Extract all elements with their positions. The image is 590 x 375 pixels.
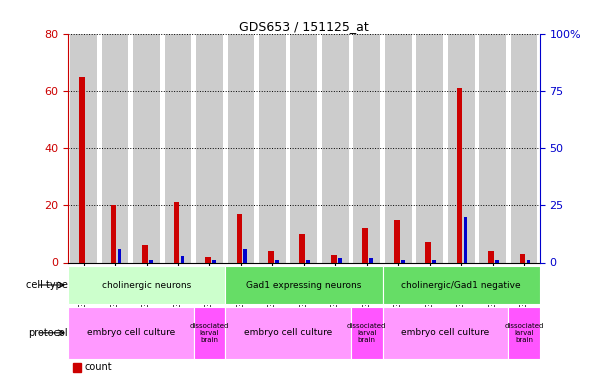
- Bar: [353, 34, 380, 262]
- Bar: [425, 243, 431, 262]
- Text: Gad1 expressing neurons: Gad1 expressing neurons: [246, 280, 362, 290]
- Bar: [511, 34, 537, 262]
- Text: dissociated
larval
brain: dissociated larval brain: [347, 323, 386, 343]
- Bar: [68, 266, 225, 304]
- Bar: [331, 255, 336, 262]
- Text: cholinergic neurons: cholinergic neurons: [102, 280, 191, 290]
- Text: cell type: cell type: [26, 280, 68, 290]
- Bar: [322, 34, 349, 262]
- Bar: [401, 260, 405, 262]
- Text: embryo cell culture: embryo cell culture: [87, 328, 175, 338]
- Bar: [351, 307, 382, 359]
- Text: dissociated
larval
brain: dissociated larval brain: [504, 323, 544, 343]
- Bar: [181, 256, 184, 262]
- Bar: [149, 260, 153, 262]
- Bar: [448, 34, 474, 262]
- Bar: [111, 206, 116, 262]
- Bar: [142, 245, 148, 262]
- Bar: [228, 34, 254, 262]
- Bar: [212, 260, 216, 262]
- Text: dissociated
larval
brain: dissociated larval brain: [190, 323, 229, 343]
- Bar: [237, 214, 242, 262]
- Bar: [259, 34, 286, 262]
- Bar: [417, 34, 443, 262]
- Bar: [509, 307, 540, 359]
- Bar: [394, 220, 399, 262]
- Bar: [520, 254, 525, 262]
- Bar: [268, 251, 274, 262]
- Bar: [275, 260, 278, 262]
- Bar: [173, 202, 179, 262]
- Text: cholinergic/Gad1 negative: cholinergic/Gad1 negative: [401, 280, 521, 290]
- Text: embryo cell culture: embryo cell culture: [244, 328, 332, 338]
- Bar: [362, 228, 368, 262]
- Bar: [290, 34, 317, 262]
- Bar: [244, 249, 247, 262]
- Bar: [225, 266, 382, 304]
- Bar: [165, 34, 191, 262]
- Bar: [495, 260, 499, 262]
- Bar: [300, 234, 305, 262]
- Bar: [385, 34, 412, 262]
- Text: protocol: protocol: [28, 328, 68, 338]
- Bar: [79, 76, 85, 262]
- Bar: [194, 307, 225, 359]
- Bar: [369, 258, 373, 262]
- Bar: [479, 34, 506, 262]
- Text: count: count: [84, 363, 112, 372]
- Bar: [432, 260, 436, 262]
- Bar: [382, 266, 540, 304]
- Bar: [225, 307, 351, 359]
- Text: embryo cell culture: embryo cell culture: [401, 328, 490, 338]
- Bar: [133, 34, 160, 262]
- Title: GDS653 / 151125_at: GDS653 / 151125_at: [239, 20, 369, 33]
- Bar: [382, 307, 509, 359]
- Bar: [489, 251, 494, 262]
- Bar: [70, 34, 97, 262]
- Bar: [205, 257, 211, 262]
- Bar: [117, 249, 122, 262]
- Bar: [73, 363, 81, 372]
- Bar: [101, 34, 129, 262]
- Bar: [527, 260, 530, 262]
- Bar: [338, 258, 342, 262]
- Bar: [196, 34, 223, 262]
- Bar: [457, 88, 463, 262]
- Bar: [464, 217, 467, 262]
- Bar: [68, 307, 194, 359]
- Bar: [306, 260, 310, 262]
